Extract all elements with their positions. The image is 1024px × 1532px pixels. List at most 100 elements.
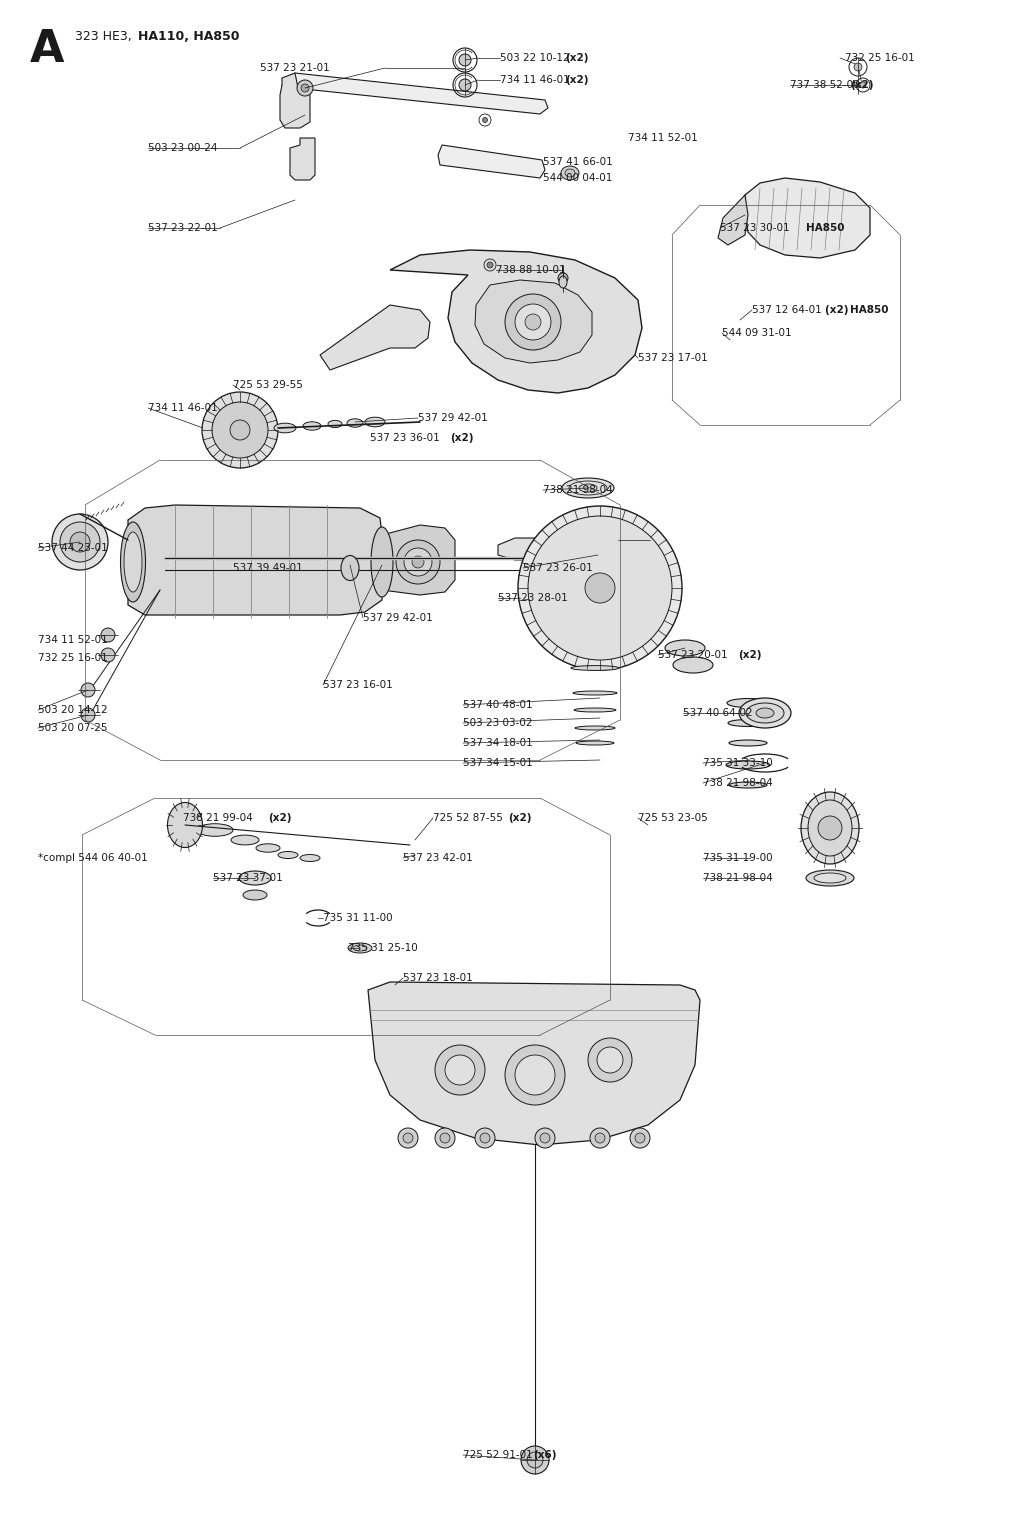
Circle shape bbox=[590, 1128, 610, 1147]
Text: HA850: HA850 bbox=[806, 224, 845, 233]
Circle shape bbox=[297, 80, 313, 97]
Text: 732 25 16-01: 732 25 16-01 bbox=[845, 54, 914, 63]
Circle shape bbox=[70, 532, 90, 552]
Circle shape bbox=[854, 63, 862, 70]
Text: 544 09 31-01: 544 09 31-01 bbox=[722, 328, 792, 339]
Ellipse shape bbox=[562, 478, 614, 498]
Circle shape bbox=[459, 54, 471, 66]
Ellipse shape bbox=[573, 691, 617, 696]
Polygon shape bbox=[128, 506, 382, 614]
Text: 725 53 23-05: 725 53 23-05 bbox=[638, 813, 708, 823]
Ellipse shape bbox=[278, 852, 298, 858]
Ellipse shape bbox=[561, 165, 579, 179]
Circle shape bbox=[527, 1452, 543, 1468]
Text: 738 21 98-04: 738 21 98-04 bbox=[703, 873, 773, 882]
Text: 738 88 10-01: 738 88 10-01 bbox=[496, 265, 565, 276]
Ellipse shape bbox=[300, 855, 319, 861]
Ellipse shape bbox=[121, 522, 145, 602]
Polygon shape bbox=[390, 250, 642, 394]
Ellipse shape bbox=[274, 423, 296, 434]
Circle shape bbox=[505, 1045, 565, 1105]
Ellipse shape bbox=[124, 532, 142, 591]
Text: *compl 544 06 40-01: *compl 544 06 40-01 bbox=[38, 853, 147, 863]
Circle shape bbox=[482, 118, 487, 123]
Polygon shape bbox=[280, 74, 310, 129]
Circle shape bbox=[595, 1134, 605, 1143]
Text: 734 11 52-01: 734 11 52-01 bbox=[38, 634, 108, 645]
Ellipse shape bbox=[814, 873, 846, 882]
Ellipse shape bbox=[801, 792, 859, 864]
Ellipse shape bbox=[197, 824, 233, 836]
Ellipse shape bbox=[565, 169, 575, 178]
Circle shape bbox=[212, 401, 268, 458]
Polygon shape bbox=[290, 138, 315, 179]
Polygon shape bbox=[498, 538, 598, 561]
Circle shape bbox=[412, 556, 424, 568]
Text: 537 12 64-01: 537 12 64-01 bbox=[752, 305, 825, 316]
Text: HA110, HA850: HA110, HA850 bbox=[138, 31, 240, 43]
Text: 725 53 29-55: 725 53 29-55 bbox=[233, 380, 303, 391]
Ellipse shape bbox=[808, 800, 852, 856]
Polygon shape bbox=[475, 280, 592, 363]
Ellipse shape bbox=[239, 872, 271, 885]
Ellipse shape bbox=[168, 803, 203, 847]
Text: 503 20 14-12: 503 20 14-12 bbox=[38, 705, 108, 715]
Circle shape bbox=[403, 1134, 413, 1143]
Text: (x2): (x2) bbox=[268, 813, 292, 823]
Ellipse shape bbox=[673, 657, 713, 673]
Ellipse shape bbox=[303, 421, 321, 430]
Circle shape bbox=[597, 1046, 623, 1072]
Circle shape bbox=[535, 1128, 555, 1147]
Ellipse shape bbox=[231, 835, 259, 846]
Circle shape bbox=[81, 708, 95, 722]
Text: 537 23 16-01: 537 23 16-01 bbox=[323, 680, 393, 689]
Text: (x2): (x2) bbox=[850, 80, 873, 90]
Ellipse shape bbox=[243, 890, 267, 899]
Circle shape bbox=[445, 1056, 475, 1085]
Text: (x2): (x2) bbox=[565, 75, 589, 84]
Text: 537 29 42-01: 537 29 42-01 bbox=[362, 613, 433, 624]
Circle shape bbox=[404, 548, 432, 576]
Ellipse shape bbox=[729, 781, 767, 787]
Text: (x2): (x2) bbox=[565, 54, 589, 63]
Circle shape bbox=[585, 573, 615, 604]
Circle shape bbox=[435, 1045, 485, 1095]
Text: 735 31 33-10: 735 31 33-10 bbox=[703, 758, 773, 768]
Circle shape bbox=[635, 1134, 645, 1143]
Ellipse shape bbox=[579, 484, 597, 492]
Text: 537 23 22-01: 537 23 22-01 bbox=[148, 224, 218, 233]
Circle shape bbox=[202, 392, 278, 467]
Text: 503 20 07-25: 503 20 07-25 bbox=[38, 723, 108, 732]
Text: 537 23 18-01: 537 23 18-01 bbox=[403, 973, 473, 984]
Text: (x2): (x2) bbox=[825, 305, 852, 316]
Circle shape bbox=[230, 420, 250, 440]
Text: 537 23 42-01: 537 23 42-01 bbox=[403, 853, 473, 863]
Circle shape bbox=[101, 648, 115, 662]
Text: 323 HE3,: 323 HE3, bbox=[75, 31, 136, 43]
Text: (x6): (x6) bbox=[534, 1449, 556, 1460]
Text: 537 41 66-01: 537 41 66-01 bbox=[543, 156, 612, 167]
Text: 537 40 64-02: 537 40 64-02 bbox=[683, 708, 753, 719]
Ellipse shape bbox=[574, 708, 616, 712]
Text: 737 38 52-00: 737 38 52-00 bbox=[790, 80, 863, 90]
Ellipse shape bbox=[328, 420, 342, 427]
Ellipse shape bbox=[728, 720, 768, 726]
Text: 738 21 98-04: 738 21 98-04 bbox=[543, 486, 612, 495]
Ellipse shape bbox=[347, 418, 362, 427]
Text: 738 21 98-04: 738 21 98-04 bbox=[703, 778, 773, 787]
Circle shape bbox=[52, 515, 108, 570]
Text: HA850: HA850 bbox=[850, 305, 889, 316]
Text: 735 31 11-00: 735 31 11-00 bbox=[323, 913, 392, 922]
Text: 537 34 15-01: 537 34 15-01 bbox=[463, 758, 532, 768]
Circle shape bbox=[525, 314, 541, 329]
Polygon shape bbox=[319, 305, 430, 371]
Text: 734 11 52-01: 734 11 52-01 bbox=[628, 133, 697, 142]
Text: 544 00 04-01: 544 00 04-01 bbox=[543, 173, 612, 182]
Text: 503 23 03-02: 503 23 03-02 bbox=[463, 719, 532, 728]
Circle shape bbox=[60, 522, 100, 562]
Polygon shape bbox=[368, 982, 700, 1144]
Ellipse shape bbox=[341, 556, 359, 581]
Ellipse shape bbox=[575, 741, 614, 745]
Circle shape bbox=[398, 1128, 418, 1147]
Circle shape bbox=[435, 1128, 455, 1147]
